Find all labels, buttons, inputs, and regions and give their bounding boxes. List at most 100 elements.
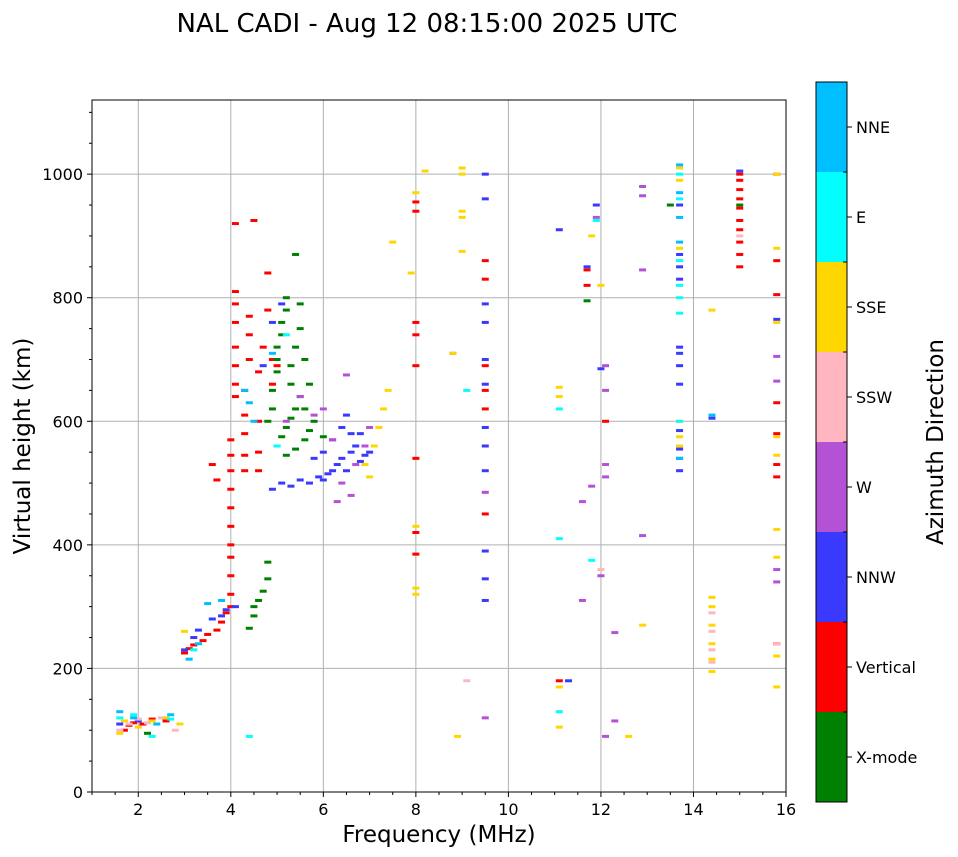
data-point: [454, 734, 462, 738]
data-point: [278, 333, 286, 337]
colorbar-swatch-nnw: [816, 532, 847, 622]
data-point: [264, 577, 272, 581]
data-point: [676, 283, 684, 287]
data-point: [449, 351, 457, 355]
data-point: [227, 524, 235, 528]
data-point: [208, 463, 216, 467]
data-point: [347, 432, 355, 436]
data-point: [338, 456, 346, 460]
data-point: [602, 419, 610, 423]
data-point: [259, 345, 267, 349]
data-point: [144, 721, 152, 725]
data-point: [301, 358, 309, 361]
data-point: [708, 611, 716, 615]
x-axis-ticks: 2 4 6 8 10 12 14 16: [91, 792, 796, 819]
data-point: [268, 388, 276, 392]
colorbar-swatch-sse: [816, 262, 847, 352]
data-point: [676, 246, 684, 250]
data-point: [342, 413, 350, 417]
data-point: [736, 172, 744, 176]
data-point: [366, 475, 374, 479]
data-point: [268, 320, 276, 324]
data-point: [268, 351, 276, 355]
data-point: [273, 444, 281, 448]
colorbar-label-nnw: NNW: [856, 568, 896, 587]
data-point: [194, 642, 202, 646]
data-point: [773, 246, 781, 250]
data-point: [639, 534, 647, 538]
data-point: [389, 240, 397, 244]
colorbar-swatch-x-mode: [816, 712, 847, 802]
data-point: [282, 419, 290, 423]
data-point: [227, 453, 235, 457]
data-point: [250, 218, 258, 222]
y-axis-ticks: 0 200 400 600 800 1000: [42, 111, 92, 802]
data-point: [264, 308, 272, 312]
data-point: [676, 447, 684, 451]
data-point: [773, 293, 781, 297]
data-point: [241, 388, 249, 392]
data-point: [181, 629, 189, 633]
data-point: [676, 351, 684, 355]
y-tick-label: 800: [52, 289, 83, 308]
data-point: [412, 531, 420, 534]
data-point: [625, 734, 633, 738]
data-point: [583, 265, 591, 269]
data-point: [130, 721, 138, 725]
data-point: [324, 472, 332, 476]
data-point: [264, 271, 272, 275]
data-point: [282, 453, 290, 457]
data-point: [171, 728, 179, 732]
data-point: [305, 481, 313, 485]
data-point: [736, 265, 744, 269]
data-point: [676, 259, 684, 263]
data-point: [676, 382, 684, 386]
data-point: [268, 358, 276, 361]
data-point: [676, 163, 684, 167]
data-point: [639, 623, 647, 627]
series-sse: [116, 166, 781, 738]
data-point: [305, 382, 313, 386]
data-point: [773, 475, 781, 479]
data-point: [338, 481, 346, 485]
data-point: [412, 586, 420, 590]
data-point: [347, 493, 355, 497]
data-point: [412, 552, 420, 556]
data-point: [773, 654, 781, 658]
data-point: [116, 710, 124, 714]
data-point: [268, 487, 276, 491]
data-point: [708, 605, 716, 609]
data-point: [292, 345, 300, 349]
data-point: [213, 478, 221, 482]
data-point: [773, 642, 781, 646]
data-point: [412, 191, 420, 195]
data-point: [379, 407, 387, 411]
data-point: [676, 429, 684, 433]
data-point: [273, 345, 281, 349]
data-point: [116, 731, 124, 735]
data-point: [296, 395, 304, 399]
data-point: [555, 407, 563, 411]
data-point: [555, 679, 563, 683]
data-point: [273, 358, 281, 361]
y-tick-label: 200: [52, 659, 83, 678]
data-point: [282, 308, 290, 312]
data-point: [231, 345, 239, 349]
data-point: [592, 218, 600, 222]
data-point: [458, 215, 466, 219]
data-point: [250, 614, 258, 618]
data-point: [227, 487, 235, 491]
data-point: [736, 188, 744, 192]
data-point: [342, 373, 350, 377]
data-point: [338, 425, 346, 429]
data-point: [481, 598, 489, 602]
data-point: [773, 555, 781, 559]
data-point: [736, 206, 744, 210]
x-axis-label: Frequency (MHz): [342, 822, 535, 848]
data-point: [296, 478, 304, 482]
data-point: [736, 240, 744, 244]
data-point: [611, 719, 619, 723]
data-point: [708, 623, 716, 627]
colorbar-label-x-mode: X-mode: [856, 748, 917, 767]
data-point: [578, 598, 586, 602]
